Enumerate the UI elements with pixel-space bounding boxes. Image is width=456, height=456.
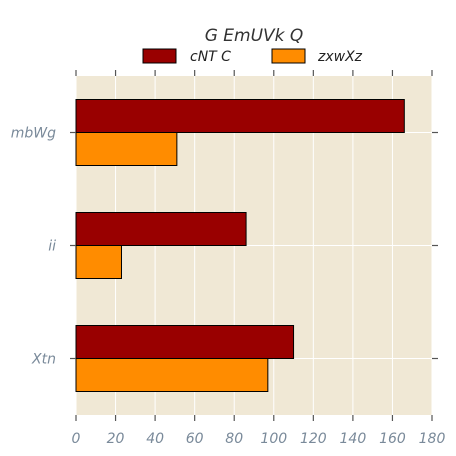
bar-2-ii bbox=[75, 245, 122, 279]
legend: cNT C zxwXz bbox=[142, 48, 363, 65]
legend-swatch bbox=[142, 48, 177, 64]
bar-2-mbWg bbox=[75, 132, 178, 166]
x-tick-label: 40 bbox=[146, 431, 164, 447]
x-tick-label: 80 bbox=[225, 431, 243, 447]
y-tick-label: Xtn bbox=[31, 352, 56, 368]
x-tick-label: 20 bbox=[107, 431, 125, 447]
legend-swatch bbox=[271, 48, 306, 64]
bars bbox=[75, 99, 405, 392]
bar-1-mbWg bbox=[75, 99, 405, 133]
x-tick-label: 180 bbox=[419, 431, 446, 447]
x-tick-label: 60 bbox=[186, 431, 204, 447]
chart-title: G EmUVk Q bbox=[205, 26, 304, 46]
x-tick-label: 0 bbox=[72, 431, 81, 447]
bar-1-Xtn bbox=[75, 325, 295, 359]
bar-2-Xtn bbox=[75, 358, 269, 392]
y-tick-label: mbWg bbox=[11, 126, 56, 142]
legend-label: zxwXz bbox=[317, 49, 363, 65]
x-tick-label: 160 bbox=[379, 431, 406, 447]
y-tick-label: ii bbox=[48, 239, 56, 255]
legend-label: cNT C bbox=[190, 49, 231, 65]
x-tick-label: 100 bbox=[260, 431, 287, 447]
ticks: 0 20 40 60 80 100 120 140 160 180 mbWg ii Xtn bbox=[11, 70, 446, 447]
bar-1-ii bbox=[75, 212, 247, 246]
x-tick-label: 120 bbox=[300, 431, 327, 447]
x-tick-label: 140 bbox=[340, 431, 367, 447]
